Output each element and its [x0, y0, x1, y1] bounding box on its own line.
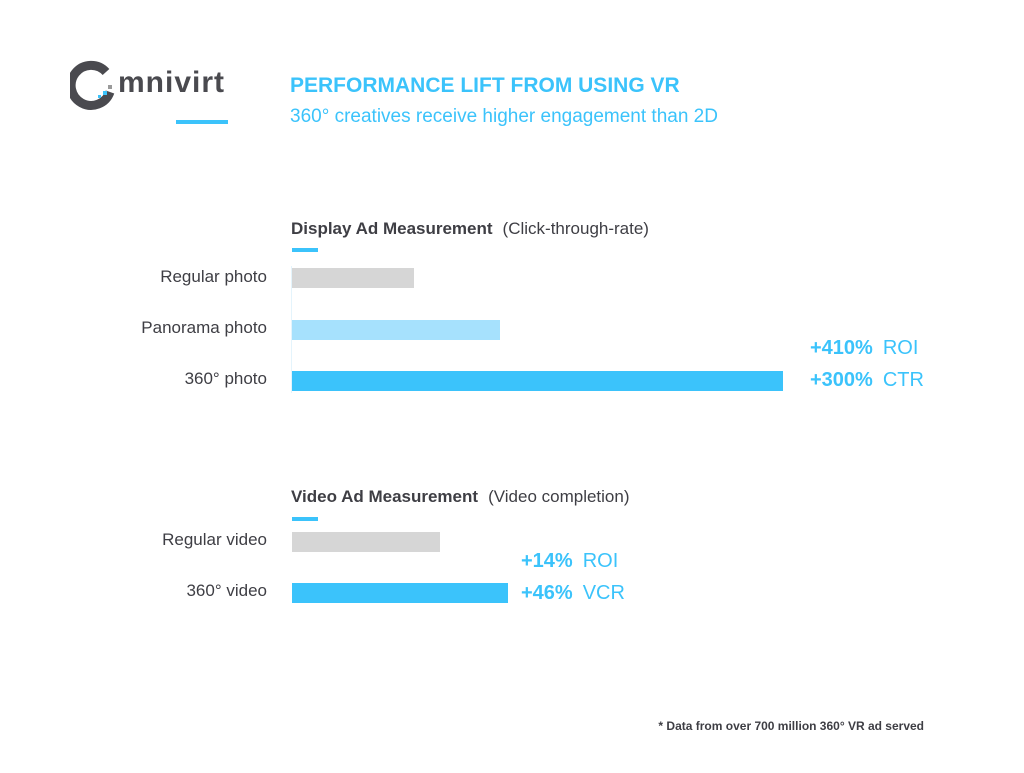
video-section-title: Video Ad Measurement (Video completion)	[291, 487, 630, 506]
display-axis	[291, 266, 292, 393]
category-label: 360° video	[186, 581, 267, 600]
bar-regular-photo	[292, 268, 414, 288]
bar-360-photo	[292, 371, 783, 391]
omnivirt-logo	[70, 60, 115, 110]
page-title: PERFORMANCE LIFT FROM USING VR	[290, 74, 680, 97]
logo-text: mnivirt	[118, 66, 226, 99]
category-label: Regular photo	[160, 267, 267, 286]
display-underline	[292, 248, 318, 252]
page-subtitle: 360° creatives receive higher engagement…	[290, 106, 718, 127]
bar-360-video	[292, 583, 509, 603]
footnote: * Data from over 700 million 360° VR ad …	[658, 719, 924, 733]
video-vcr-annotation: +46% VCR	[521, 582, 625, 604]
bar-panorama-photo	[292, 320, 501, 340]
category-label: 360° photo	[184, 369, 267, 388]
display-roi-annotation: +410% ROI	[810, 337, 919, 359]
video-underline	[292, 517, 318, 521]
category-label: Regular video	[162, 530, 267, 549]
display-ctr-annotation: +300% CTR	[810, 369, 924, 391]
logo-underline	[176, 120, 228, 124]
bar-regular-video	[292, 532, 440, 552]
display-section-title: Display Ad Measurement (Click-through-rat…	[291, 219, 649, 238]
category-label: Panorama photo	[141, 318, 267, 337]
video-roi-annotation: +14% ROI	[521, 550, 619, 572]
